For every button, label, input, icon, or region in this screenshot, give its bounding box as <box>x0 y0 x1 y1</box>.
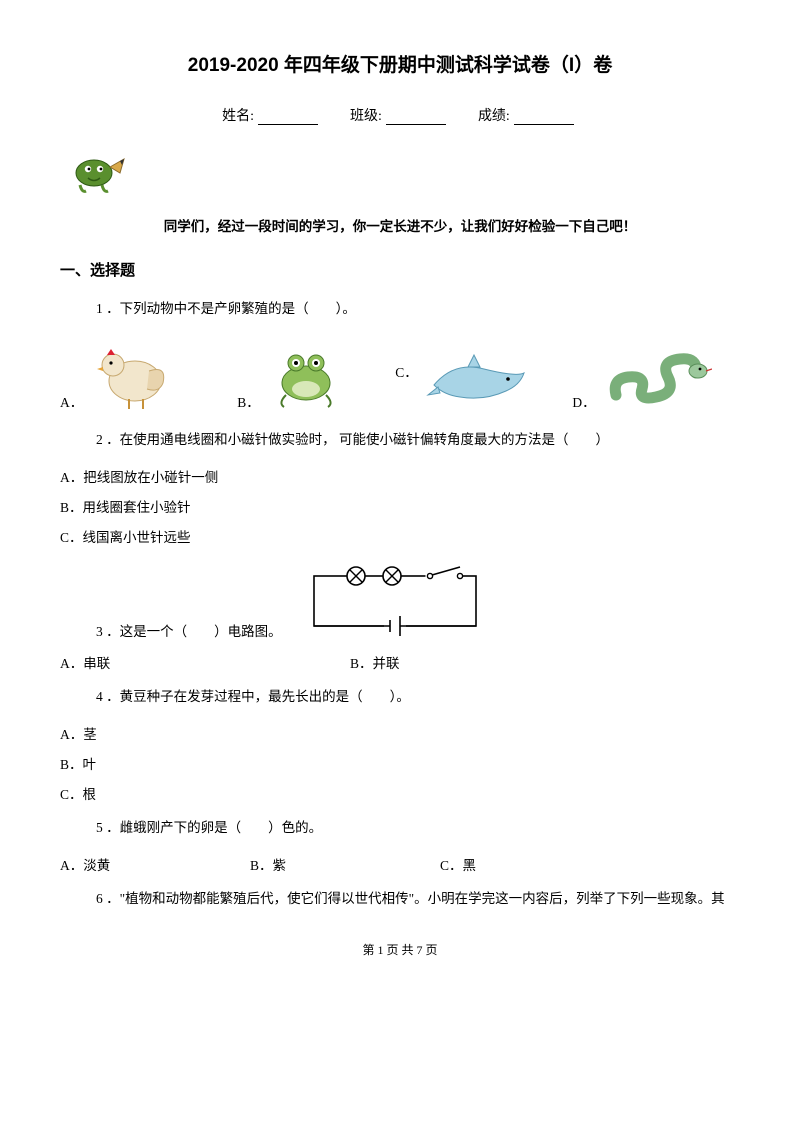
q4-text: 4 ．黄豆种子在发芽过程中，最先长出的是（ ）。 <box>96 686 740 709</box>
q4-opt-c: C．根 <box>60 783 740 803</box>
exam-page: 2019-2020 年四年级下册期中测试科学试卷（I）卷 姓名: 班级: 成绩:… <box>0 0 800 988</box>
page-title: 2019-2020 年四年级下册期中测试科学试卷（I）卷 <box>60 50 740 77</box>
score-blank[interactable] <box>514 110 574 125</box>
q1-opt-d-label: D． <box>572 391 595 411</box>
page-footer: 第 1 页 共 7 页 <box>60 941 740 958</box>
snake-icon <box>602 335 712 411</box>
q4-opt-b: B．叶 <box>60 753 740 773</box>
pencil-icon <box>70 147 740 197</box>
q6-text: 6 ．"植物和动物都能繁殖后代，使它们得以世代相传"。小明在学完这一内容后，列举… <box>96 888 740 911</box>
q5-text: 5 ．雌蛾刚产下的卵是（ ）色的。 <box>96 817 740 840</box>
name-label: 姓名: <box>222 109 254 124</box>
q3-options: A．串联 B．并联 <box>60 652 740 672</box>
section-1-heading: 一、选择题 <box>60 259 740 280</box>
q2-opt-b: B．用线圈套住小验针 <box>60 496 740 516</box>
intro-text: 同学们，经过一段时间的学习，你一定长进不少，让我们好好检验一下自己吧！ <box>60 215 740 235</box>
q1-opt-a-label: A． <box>60 391 83 411</box>
score-label: 成绩: <box>478 109 510 124</box>
q1-text: 1 ．下列动物中不是产卵繁殖的是（ ）。 <box>96 298 740 321</box>
chicken-icon <box>89 335 179 411</box>
q5-opt-a: A．淡黄 <box>60 854 250 874</box>
dolphin-icon <box>424 351 534 411</box>
info-line: 姓名: 班级: 成绩: <box>60 105 740 125</box>
q2-text: 2 ．在使用通电线圈和小磁针做实验时， 可能使小磁针偏转角度最大的方法是（ ） <box>96 429 740 452</box>
name-blank[interactable] <box>258 110 318 125</box>
q1-options: A． B． <box>60 335 740 411</box>
q2-opt-c: C．线国离小世针远些 <box>60 526 740 546</box>
q3-opt-b: B．并联 <box>350 652 400 672</box>
q5-opt-c: C．黑 <box>440 854 630 874</box>
q4-opt-a: A．茎 <box>60 723 740 743</box>
q2-opt-a: A．把线图放在小碰针一侧 <box>60 466 740 486</box>
q1-opt-c-label: C． <box>395 361 418 381</box>
class-blank[interactable] <box>386 110 446 125</box>
class-label: 班级: <box>350 109 382 124</box>
q1-opt-b-label: B． <box>237 391 260 411</box>
q3-text: 3 ．这是一个（ ）电路图。 <box>96 620 282 640</box>
q3-opt-a: A．串联 <box>60 652 350 672</box>
q3-row: 3 ．这是一个（ ）电路图。 <box>96 564 740 640</box>
circuit-icon <box>300 564 490 640</box>
frog-icon <box>266 339 348 411</box>
q5-opt-b: B．紫 <box>250 854 440 874</box>
q5-options: A．淡黄 B．紫 C．黑 <box>60 854 740 874</box>
